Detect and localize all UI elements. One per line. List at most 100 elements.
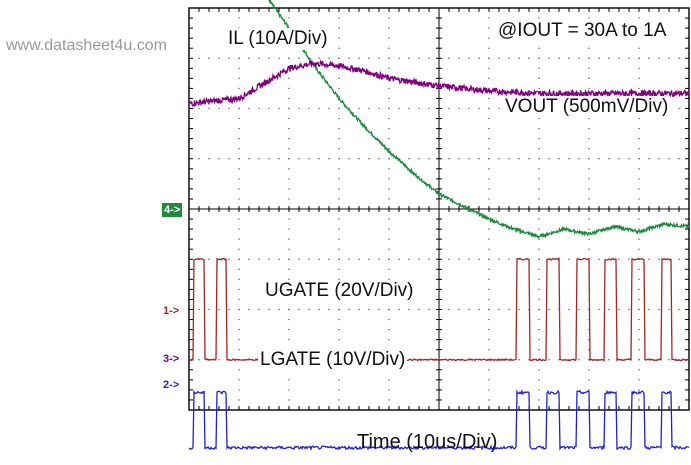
grid-dot bbox=[558, 57, 560, 59]
grid-dot bbox=[428, 258, 430, 260]
grid-dot bbox=[638, 168, 640, 170]
grid-dot bbox=[588, 379, 590, 381]
grid-dot bbox=[238, 349, 240, 351]
grid-dot bbox=[658, 258, 660, 260]
grid-dot bbox=[238, 379, 240, 381]
grid-dot bbox=[488, 168, 490, 170]
grid-dot bbox=[328, 57, 330, 59]
grid-dot bbox=[298, 158, 300, 160]
grid-dot bbox=[538, 87, 540, 90]
grid-dot bbox=[488, 399, 490, 401]
grid-dot bbox=[418, 308, 420, 311]
grid-dot bbox=[538, 47, 540, 49]
grid-dot bbox=[308, 258, 310, 260]
grid-dot bbox=[458, 308, 460, 311]
grid-dot bbox=[288, 218, 290, 220]
grid-dot bbox=[388, 218, 390, 220]
grid-dot bbox=[248, 308, 250, 311]
grid-dot bbox=[378, 308, 380, 311]
grid-dot bbox=[368, 57, 370, 59]
grid-dot bbox=[238, 107, 240, 110]
grid-dot bbox=[338, 258, 340, 260]
grid-dot bbox=[478, 107, 480, 110]
grid-dot bbox=[288, 107, 290, 110]
grid-dot bbox=[538, 218, 540, 220]
grid-dot bbox=[238, 198, 240, 200]
grid-dot bbox=[538, 379, 540, 381]
grid-dot bbox=[448, 57, 450, 59]
grid-dot bbox=[388, 67, 390, 70]
grid-dot bbox=[408, 308, 410, 311]
grid-dot bbox=[488, 107, 490, 110]
grid-dot bbox=[238, 67, 240, 70]
grid-dot bbox=[368, 308, 370, 311]
grid-dot bbox=[538, 57, 540, 59]
grid-dot bbox=[378, 158, 380, 160]
grid-dot bbox=[518, 158, 520, 160]
grid-dot bbox=[588, 47, 590, 49]
grid-dot bbox=[278, 258, 280, 260]
ugate-label: UGATE (20V/Div) bbox=[263, 280, 416, 302]
grid-dot bbox=[538, 268, 540, 270]
grid-dot bbox=[468, 258, 470, 260]
series-line-ch4 bbox=[268, 0, 690, 239]
grid-dot bbox=[488, 17, 490, 19]
grid-dot bbox=[328, 158, 330, 160]
grid-dot bbox=[298, 57, 300, 59]
grid-dot bbox=[468, 158, 470, 160]
grid-dot bbox=[408, 158, 410, 160]
grid-dot bbox=[338, 248, 340, 250]
grid-dot bbox=[388, 338, 390, 341]
grid-dot bbox=[538, 349, 540, 351]
grid-dot bbox=[288, 117, 290, 120]
grid-dot bbox=[218, 308, 220, 311]
grid-dot bbox=[488, 338, 490, 341]
grid-dot bbox=[338, 168, 340, 170]
grid-dot bbox=[248, 258, 250, 260]
grid-dot bbox=[418, 258, 420, 260]
grid-dot bbox=[478, 158, 480, 160]
grid-dot bbox=[488, 27, 490, 29]
grid-dot bbox=[238, 268, 240, 270]
grid-dot bbox=[598, 158, 600, 160]
grid-dot bbox=[528, 158, 530, 160]
x-axis-label: Time (10us/Div) bbox=[357, 431, 498, 453]
grid-dot bbox=[288, 17, 290, 19]
grid-dot bbox=[598, 258, 600, 260]
grid-dot bbox=[338, 17, 340, 19]
grid-dot bbox=[608, 57, 610, 59]
grid-dot bbox=[388, 107, 390, 110]
grid-dot bbox=[338, 338, 340, 341]
grid-dot bbox=[338, 127, 340, 130]
grid-dot bbox=[638, 127, 640, 130]
grid-dot bbox=[388, 17, 390, 19]
grid-dot bbox=[488, 117, 490, 120]
grid-dot bbox=[638, 228, 640, 230]
grid-dot bbox=[338, 268, 340, 270]
grid-dot bbox=[328, 308, 330, 311]
grid-dot bbox=[648, 158, 650, 160]
grid-dot bbox=[548, 158, 550, 160]
grid-dot bbox=[198, 57, 200, 59]
grid-dot bbox=[578, 308, 580, 311]
grid-dot bbox=[638, 87, 640, 90]
grid-dot bbox=[608, 308, 610, 311]
grid-dot bbox=[538, 127, 540, 130]
grid-dot bbox=[448, 258, 450, 260]
grid-dot bbox=[238, 278, 240, 281]
grid-dot bbox=[638, 238, 640, 240]
grid-dot bbox=[348, 158, 350, 160]
grid-dot bbox=[568, 57, 570, 59]
grid-dot bbox=[588, 137, 590, 140]
grid-dot bbox=[298, 308, 300, 311]
grid-dot bbox=[288, 77, 290, 80]
grid-dot bbox=[218, 57, 220, 59]
grid-dot bbox=[538, 318, 540, 321]
grid-dot bbox=[568, 158, 570, 160]
grid-dot bbox=[638, 268, 640, 270]
grid-dot bbox=[248, 57, 250, 59]
grid-dot bbox=[238, 148, 240, 150]
grid-dot bbox=[558, 158, 560, 160]
grid-dot bbox=[488, 278, 490, 281]
grid-dot bbox=[538, 188, 540, 190]
